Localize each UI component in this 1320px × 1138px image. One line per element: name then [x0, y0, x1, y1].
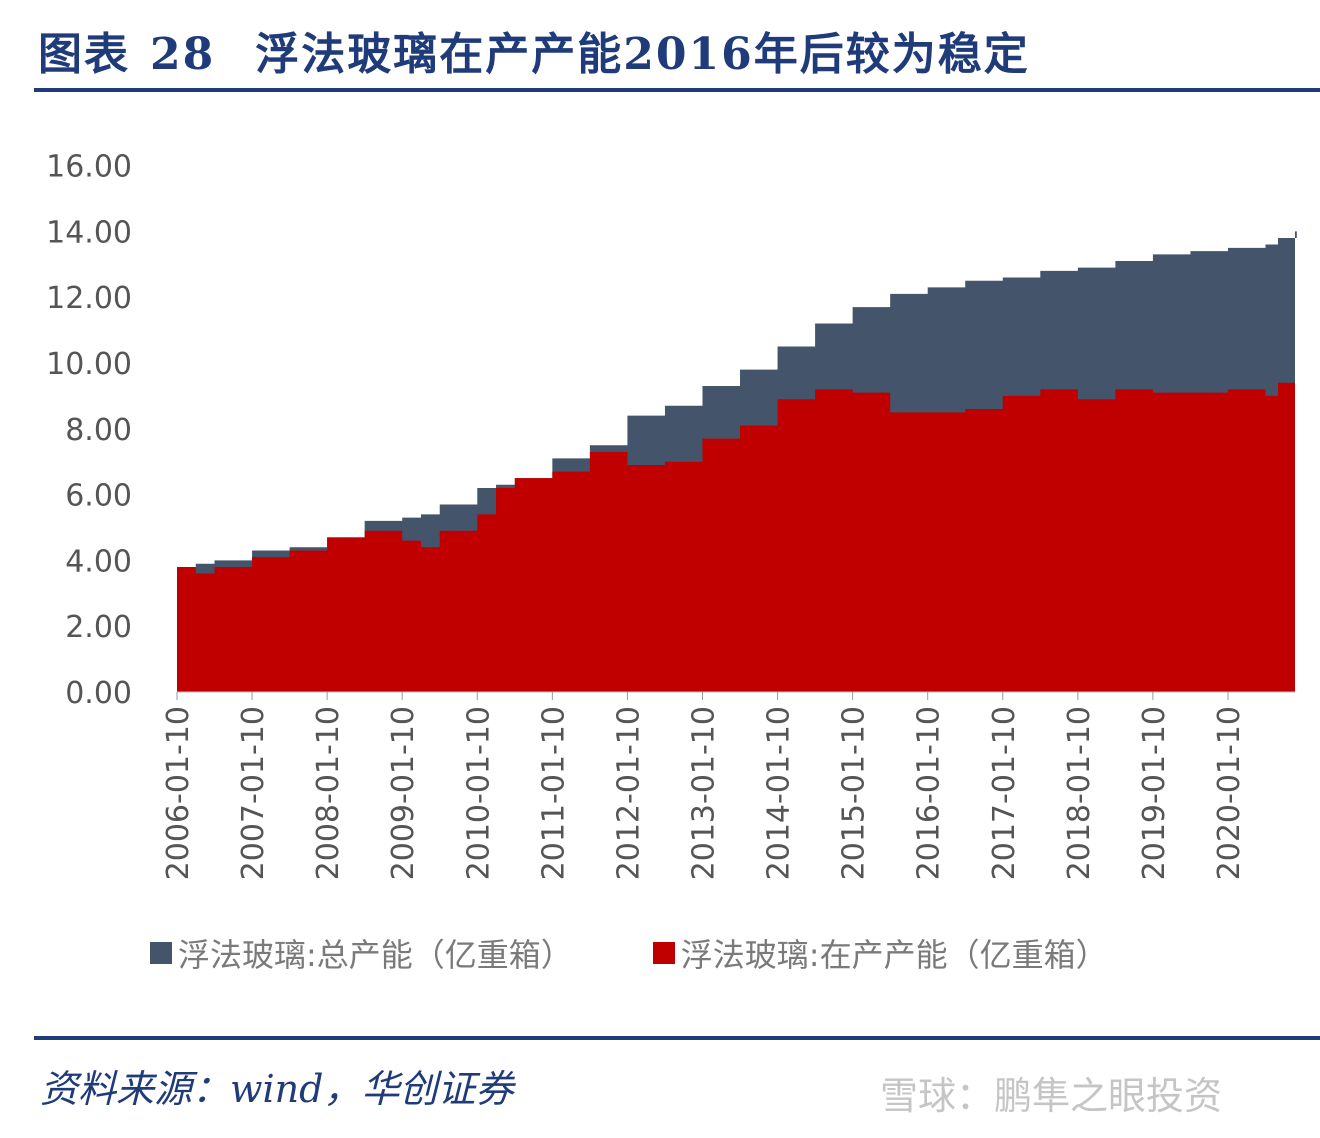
- x-tick-label: 2006-01-10: [161, 706, 196, 880]
- x-tick-label: 2013-01-10: [686, 706, 721, 880]
- x-tick-label: 2010-01-10: [461, 706, 496, 880]
- y-tick-label: 4.00: [65, 544, 132, 579]
- legend-item-total: 浮法玻璃:总产能（亿重箱）: [150, 930, 573, 976]
- chart-title: 图表 28 浮法玻璃在产产能2016年后较为稳定: [38, 18, 1030, 82]
- legend: 浮法玻璃:总产能（亿重箱） 浮法玻璃:在产产能（亿重箱）: [150, 930, 1108, 976]
- x-tick-label: 2019-01-10: [1137, 706, 1172, 880]
- figure-label: 图表: [38, 29, 130, 80]
- y-tick-label: 14.00: [46, 215, 132, 250]
- x-tick-label: 2011-01-10: [536, 706, 571, 880]
- x-tick-label: 2018-01-10: [1062, 706, 1097, 880]
- y-tick-label: 12.00: [46, 281, 132, 316]
- legend-swatch-active: [652, 942, 675, 964]
- figure-number: 28: [150, 29, 216, 80]
- series-area-1: [177, 382, 1297, 692]
- y-tick-label: 0.00: [65, 676, 132, 711]
- legend-item-active: 浮法玻璃:在产产能（亿重箱）: [652, 930, 1108, 976]
- area-chart: 0.00 2.00 4.00 6.00 8.00 10.00 12.00 14.00 16.00…: [46, 150, 1297, 880]
- y-tick-label: 8.00: [65, 413, 132, 448]
- figure-title: 浮法玻璃在产产能2016年后较为稳定: [255, 29, 1030, 80]
- y-tick-label: 6.00: [65, 479, 132, 514]
- y-tick-label: 16.00: [46, 150, 132, 185]
- source-note: 资料来源：wind，华创证券: [40, 1067, 514, 1111]
- title-rule: [34, 88, 1320, 92]
- x-tick-label: 2009-01-10: [386, 706, 421, 880]
- x-tick-label: 2017-01-10: [987, 706, 1022, 880]
- y-tick-label: 10.00: [46, 347, 132, 382]
- x-tick-label: 2020-01-10: [1212, 706, 1247, 880]
- footer-rule: [34, 1036, 1320, 1040]
- legend-label-active: 浮法玻璃:在产产能（亿重箱）: [680, 936, 1108, 974]
- x-tick-label: 2015-01-10: [837, 706, 872, 880]
- y-tick-label: 2.00: [65, 610, 132, 645]
- x-tick-label: 2016-01-10: [912, 706, 947, 880]
- x-tick-label: 2007-01-10: [236, 706, 271, 880]
- x-tick-label: 2012-01-10: [611, 706, 646, 880]
- legend-swatch-total: [150, 942, 172, 964]
- x-tick-label: 2008-01-10: [311, 706, 346, 880]
- legend-label-total: 浮法玻璃:总产能（亿重箱）: [178, 936, 573, 974]
- watermark: 雪球：鹏隼之眼投资: [880, 1074, 1223, 1118]
- x-tick-label: 2014-01-10: [762, 706, 797, 880]
